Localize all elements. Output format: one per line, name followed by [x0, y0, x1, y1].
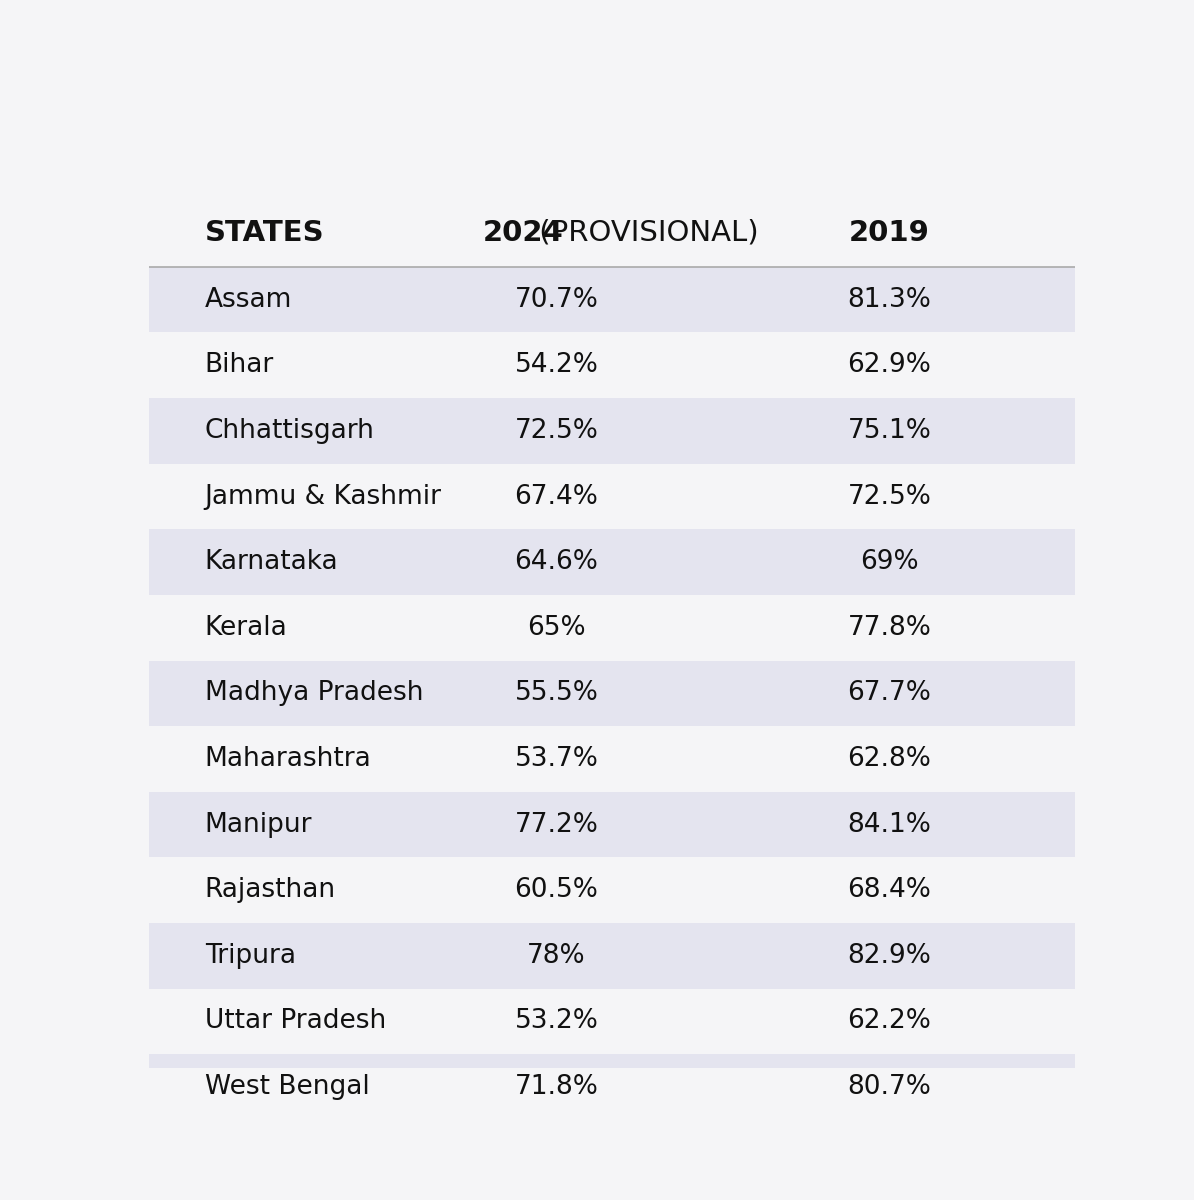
Text: 67.4%: 67.4%: [515, 484, 598, 510]
Bar: [149, 398, 1075, 463]
Text: 55.5%: 55.5%: [515, 680, 598, 707]
Text: 62.9%: 62.9%: [848, 353, 931, 378]
Text: Kerala: Kerala: [205, 614, 288, 641]
Text: 72.5%: 72.5%: [848, 484, 931, 510]
Text: 69%: 69%: [860, 550, 919, 575]
Bar: [149, 186, 1075, 266]
Text: 81.3%: 81.3%: [848, 287, 931, 313]
Bar: [149, 792, 1075, 857]
Text: 65%: 65%: [527, 614, 586, 641]
Bar: [149, 989, 1075, 1054]
Text: 75.1%: 75.1%: [848, 418, 931, 444]
Text: 64.6%: 64.6%: [515, 550, 598, 575]
Text: 53.2%: 53.2%: [515, 1008, 598, 1034]
Text: (PROVISIONAL): (PROVISIONAL): [530, 218, 759, 247]
Text: 82.9%: 82.9%: [848, 943, 931, 968]
Text: Madhya Pradesh: Madhya Pradesh: [205, 680, 423, 707]
Bar: [149, 595, 1075, 660]
Text: Manipur: Manipur: [205, 811, 313, 838]
Text: 77.2%: 77.2%: [515, 811, 598, 838]
Text: Rajasthan: Rajasthan: [205, 877, 336, 904]
Bar: [149, 660, 1075, 726]
Text: 77.8%: 77.8%: [848, 614, 931, 641]
Text: STATES: STATES: [205, 218, 325, 247]
Text: 71.8%: 71.8%: [515, 1074, 598, 1100]
Text: 2019: 2019: [849, 218, 930, 247]
Bar: [149, 726, 1075, 792]
Text: 68.4%: 68.4%: [848, 877, 931, 904]
Text: 80.7%: 80.7%: [848, 1074, 931, 1100]
Text: 70.7%: 70.7%: [515, 287, 598, 313]
Text: Tripura: Tripura: [205, 943, 296, 968]
Bar: [149, 857, 1075, 923]
Text: 72.5%: 72.5%: [515, 418, 598, 444]
Text: 62.8%: 62.8%: [848, 746, 931, 772]
Bar: [149, 1054, 1075, 1120]
Text: Jammu & Kashmir: Jammu & Kashmir: [205, 484, 442, 510]
Text: 78%: 78%: [527, 943, 586, 968]
Bar: [149, 923, 1075, 989]
Bar: [149, 332, 1075, 398]
Bar: [149, 266, 1075, 332]
Text: 53.7%: 53.7%: [515, 746, 598, 772]
Text: Chhattisgarh: Chhattisgarh: [205, 418, 375, 444]
Text: Bihar: Bihar: [205, 353, 273, 378]
Text: 60.5%: 60.5%: [515, 877, 598, 904]
Bar: [149, 463, 1075, 529]
Text: Assam: Assam: [205, 287, 293, 313]
Text: Maharashtra: Maharashtra: [205, 746, 371, 772]
Text: 2024: 2024: [482, 218, 564, 247]
Text: 54.2%: 54.2%: [515, 353, 598, 378]
Text: West Bengal: West Bengal: [205, 1074, 369, 1100]
Text: Karnataka: Karnataka: [205, 550, 338, 575]
Text: 62.2%: 62.2%: [848, 1008, 931, 1034]
Text: 84.1%: 84.1%: [848, 811, 931, 838]
Bar: [149, 529, 1075, 595]
Text: 67.7%: 67.7%: [848, 680, 931, 707]
Text: Uttar Pradesh: Uttar Pradesh: [205, 1008, 386, 1034]
